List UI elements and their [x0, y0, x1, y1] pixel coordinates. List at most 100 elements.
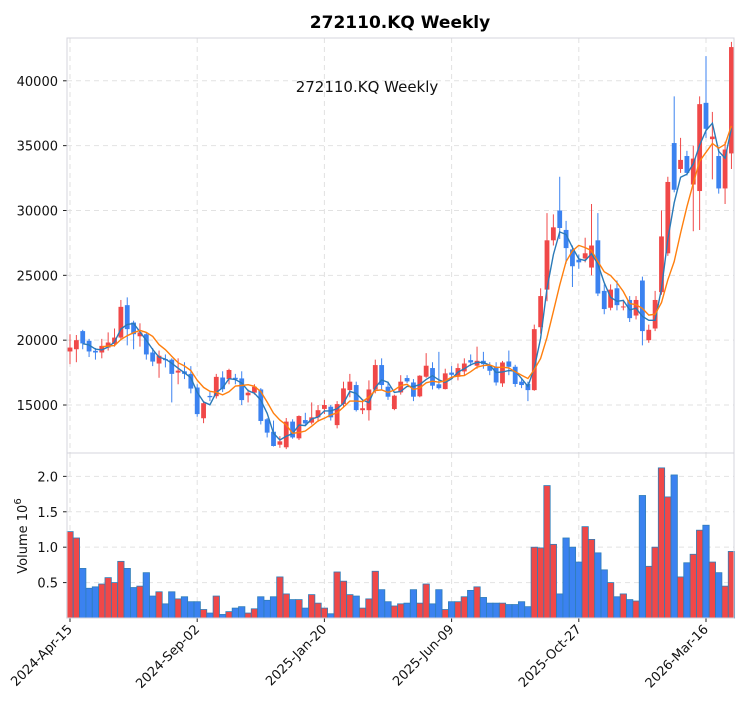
candle-body: [283, 421, 289, 448]
candle-36: [296, 415, 302, 441]
candle-body: [659, 236, 664, 293]
candle-body: [239, 378, 245, 401]
candle-87: [620, 299, 626, 311]
candle-body: [347, 381, 353, 391]
candle-11: [137, 323, 143, 347]
volume-bar-50: [384, 601, 392, 619]
candle-44: [347, 373, 353, 398]
x-tick-label: 2024-Sep-02: [133, 622, 203, 692]
volume-bar-1: [72, 537, 80, 619]
volume-bar-17: [174, 598, 182, 619]
volume-bar-91: [645, 565, 653, 619]
candle-body: [506, 361, 512, 367]
candle-30: [258, 388, 264, 425]
candle-35: [290, 419, 295, 439]
candle-body: [220, 377, 226, 390]
candle-body: [372, 365, 378, 390]
candle-86: [614, 280, 620, 311]
volume-bar-95: [670, 474, 678, 619]
volume-bar-29: [250, 608, 259, 619]
volume-bar-81: [581, 526, 589, 619]
candle-80: [576, 254, 582, 269]
candle-body: [729, 47, 734, 154]
candle-38: [309, 402, 315, 425]
candle-102: [716, 146, 722, 194]
candle-58: [436, 351, 442, 390]
volume-bar-8: [117, 560, 125, 619]
candle-22: [207, 392, 213, 402]
candle-body: [309, 417, 315, 423]
candle-body: [398, 381, 404, 393]
candle-31: [264, 417, 270, 438]
x-tick-label: 2024-Apr-15: [8, 622, 75, 689]
volume-bar-35: [289, 599, 297, 619]
volume-bar-20: [193, 601, 201, 619]
candle-body: [703, 102, 709, 129]
candle-body: [531, 329, 537, 391]
volume-bar-46: [358, 607, 367, 619]
volume-bar-7: [110, 582, 119, 619]
candle-12: [143, 332, 149, 360]
volume-bar-47: [365, 598, 373, 619]
candle-body: [334, 404, 340, 426]
volume-bar-19: [187, 601, 195, 619]
volume-bar-6: [104, 577, 112, 619]
candle-body: [512, 366, 518, 385]
volume-bar-72: [524, 606, 532, 619]
volume-bar-64: [473, 586, 481, 619]
candle-body: [366, 389, 372, 411]
candle-body: [150, 352, 156, 362]
candle-59: [442, 368, 448, 390]
moving-average-6-line: [101, 125, 733, 435]
candle-body: [550, 227, 556, 241]
candle-body: [264, 419, 270, 433]
candle-body: [379, 365, 385, 386]
volume-tick-label: 1.5: [37, 506, 58, 521]
candle-body: [646, 329, 652, 341]
price-tick-label: 40000: [17, 75, 58, 90]
x-tick-label: 2025-Oct-27: [516, 622, 584, 690]
volume-bar-69: [505, 604, 513, 619]
volume-bar-65: [479, 597, 487, 619]
candle-body: [213, 376, 219, 397]
candle-body: [207, 395, 213, 398]
candle-body: [315, 410, 321, 418]
candle-41: [328, 405, 334, 421]
candle-body: [252, 386, 257, 393]
candle-body: [290, 421, 295, 438]
candle-body: [430, 368, 435, 386]
candle-2: [80, 329, 86, 350]
volume-bar-38: [308, 594, 316, 619]
candle-body: [500, 362, 505, 384]
candle-28: [245, 389, 251, 403]
volume-bar-51: [390, 605, 398, 619]
volume-bar-88: [626, 599, 634, 619]
candle-body: [709, 136, 715, 140]
candle-51: [391, 394, 397, 411]
volume-bar-83: [594, 552, 602, 619]
candle-body: [73, 340, 79, 350]
volume-bar-103: [721, 585, 729, 619]
candle-71: [519, 379, 524, 389]
volume-bar-66: [486, 602, 494, 619]
candle-1: [73, 334, 79, 363]
volume-bar-34: [282, 593, 290, 619]
candle-body: [341, 388, 346, 405]
volume-bar-45: [352, 595, 360, 619]
candle-97: [684, 150, 690, 176]
volume-bar-12: [142, 572, 150, 619]
candle-body: [690, 158, 696, 185]
volume-bar-73: [530, 546, 538, 619]
candle-body: [175, 370, 181, 373]
candle-body: [468, 360, 474, 363]
candle-10: [131, 320, 136, 350]
candle-27: [239, 371, 245, 406]
candle-body: [156, 355, 162, 364]
candle-body: [194, 387, 200, 415]
volume-bar-37: [301, 607, 309, 619]
volume-axis-label: Volume 106: [13, 498, 31, 573]
volume-bar-31: [263, 599, 271, 619]
candle-body: [118, 306, 124, 338]
candle-body: [201, 403, 206, 419]
